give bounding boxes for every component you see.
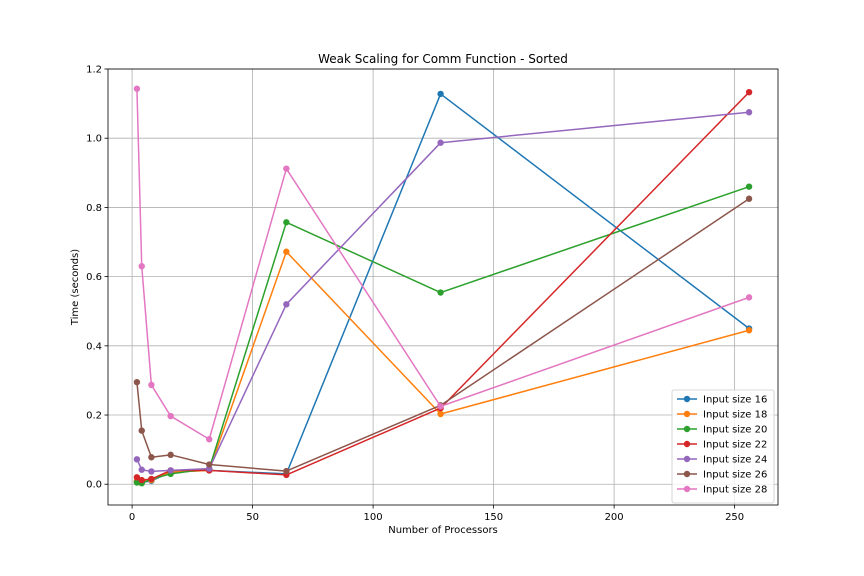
- data-point: [167, 412, 174, 420]
- legend-label: Input size 22: [703, 440, 767, 451]
- series-6: [133, 195, 753, 475]
- legend-label: Input size 24: [703, 455, 767, 466]
- data-point: [437, 139, 444, 146]
- data-point: [437, 410, 444, 418]
- axis-ticks: 0 50 100 150 200 250 0.0 0.2 0.4 0.6 0.8 1.0 1.2: [86, 65, 744, 524]
- x-tick-label: 250: [725, 512, 744, 523]
- y-tick-label: 0.0: [86, 480, 102, 491]
- data-point: [138, 476, 145, 484]
- data-point: [148, 475, 155, 483]
- y-tick-label: 0.2: [86, 411, 102, 422]
- legend-marker: [683, 440, 691, 448]
- data-point: [138, 466, 145, 473]
- legend-box: [671, 389, 775, 504]
- plot-frame: [107, 68, 779, 506]
- data-point: [133, 456, 141, 463]
- data-point: [133, 85, 141, 92]
- y-tick-label: 0.4: [86, 341, 102, 352]
- data-point: [138, 427, 145, 434]
- legend-marker: [683, 455, 691, 463]
- x-tick-label: 100: [364, 512, 383, 523]
- data-point: [283, 165, 290, 172]
- data-point: [283, 467, 290, 475]
- legend-label: Input size 20: [703, 425, 767, 436]
- data-point: [283, 248, 290, 255]
- y-tick-label: 1.0: [86, 134, 102, 145]
- data-point: [133, 474, 141, 481]
- data-point: [206, 436, 213, 443]
- data-point: [133, 378, 141, 386]
- data-point: [437, 90, 444, 98]
- x-tick-label: 150: [484, 512, 503, 523]
- data-point: [167, 451, 174, 459]
- data-point: [283, 219, 290, 226]
- legend-marker: [683, 395, 691, 403]
- chart-title: Weak Scaling for Comm Function - Sorted: [318, 52, 568, 66]
- legend-label: Input size 26: [703, 470, 767, 481]
- legend-marker: [683, 470, 691, 478]
- legend-item: Input size 26: [677, 470, 767, 481]
- x-axis-label: Number of Processors: [388, 525, 498, 536]
- data-point: [283, 301, 290, 308]
- x-tick-label: 0: [129, 512, 135, 523]
- data-point: [745, 327, 753, 334]
- data-point: [745, 195, 753, 202]
- legend-item: Input size 18: [677, 410, 767, 421]
- legend-label: Input size 28: [703, 485, 767, 496]
- data-point: [437, 403, 444, 410]
- x-tick-label: 50: [246, 512, 259, 523]
- y-tick-label: 0.8: [86, 203, 102, 214]
- legend-label: Input size 18: [703, 410, 767, 421]
- data-point: [745, 109, 753, 116]
- legend-marker: [683, 425, 691, 433]
- data-point: [167, 467, 174, 474]
- legend-item: Input size 28: [677, 485, 767, 496]
- data-point: [133, 479, 141, 486]
- data-point: [745, 88, 753, 96]
- legend: Input size 16 Input size 18 Input size 20 I…: [671, 389, 775, 504]
- data-point: [437, 289, 444, 296]
- legend-marker: [683, 410, 691, 418]
- data-point: [148, 381, 155, 389]
- legend-item: Input size 24: [677, 455, 767, 466]
- data-point: [148, 454, 155, 461]
- data-point: [148, 468, 155, 475]
- legend-item: Input size 22: [677, 440, 767, 451]
- data-point: [745, 183, 753, 190]
- series-line: [136, 88, 750, 440]
- y-tick-label: 1.2: [86, 65, 102, 76]
- legend-marker: [683, 485, 691, 493]
- legend-item: Input size 16: [677, 395, 767, 406]
- y-tick-label: 0.6: [86, 272, 102, 283]
- y-axis-label: Time (seconds): [70, 249, 81, 326]
- legend-item: Input size 20: [677, 425, 767, 436]
- series-line: [136, 198, 750, 472]
- series-5: [133, 109, 753, 475]
- legend-label: Input size 16: [703, 395, 767, 406]
- series-layer: [133, 85, 753, 487]
- data-point: [745, 294, 753, 301]
- series-7: [133, 85, 753, 443]
- data-point: [138, 263, 145, 270]
- x-tick-label: 200: [605, 512, 624, 523]
- data-point: [206, 461, 213, 468]
